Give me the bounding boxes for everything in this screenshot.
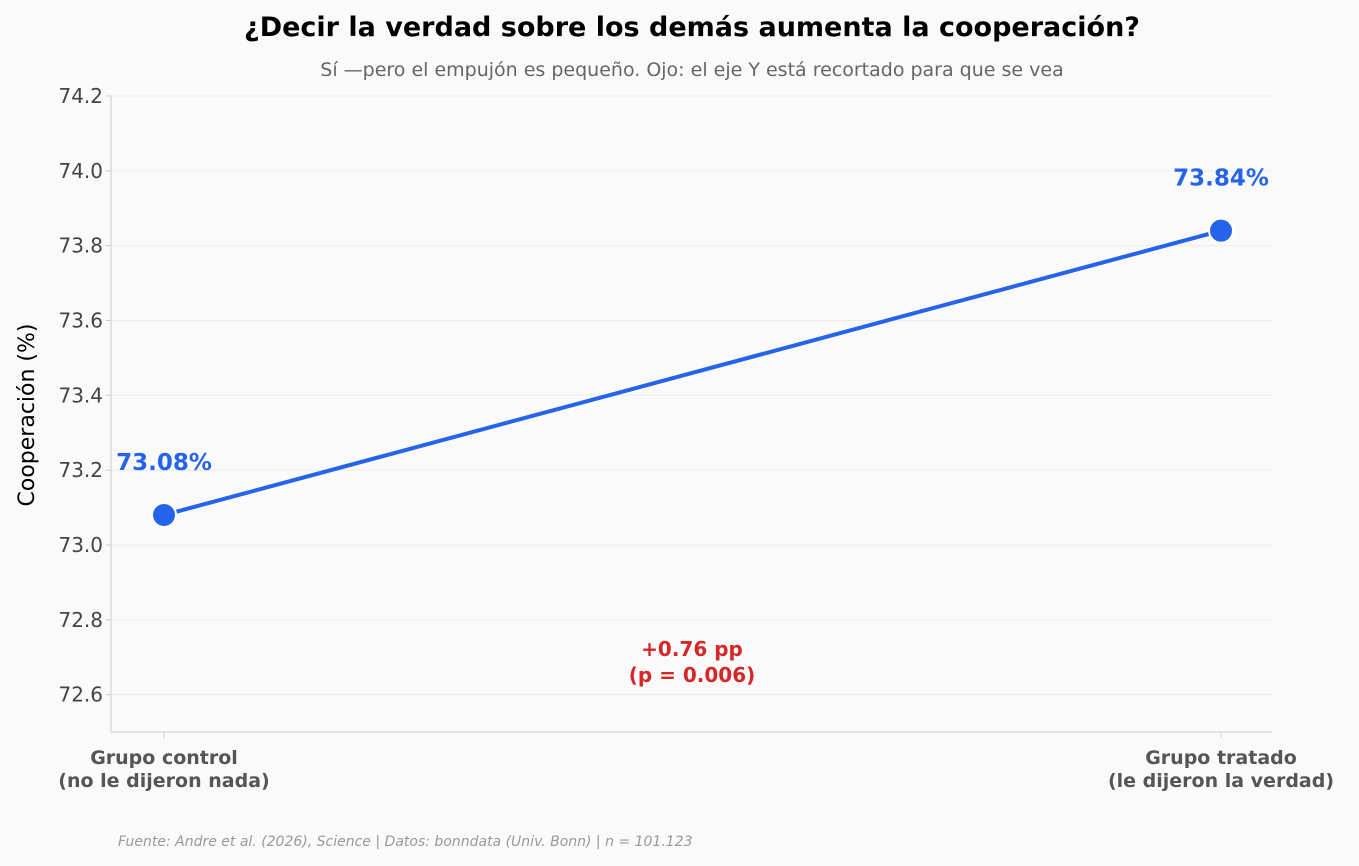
y-tick-label: 74.0: [58, 159, 103, 183]
source-footnote: Fuente: Andre et al. (2026), Science | D…: [118, 834, 693, 850]
grid-lines: [111, 95, 1272, 696]
y-tick-label: 72.8: [58, 608, 103, 632]
annotation-difference: +0.76 pp: [641, 637, 743, 661]
x-tick-sublabel: (le dijeron la verdad): [1108, 770, 1334, 792]
series-cooperacion: 73.08% 73.84%: [116, 166, 1269, 529]
y-tick-label: 74.2: [58, 84, 103, 108]
y-tick-labels: 72.6 72.8 73.0 73.2 73.4 73.6 73.8 74.0 74.2: [58, 84, 111, 707]
x-tick-sublabel: (no le dijeron nada): [58, 770, 269, 792]
data-label: 73.84%: [1173, 166, 1269, 192]
y-tick-label: 73.4: [58, 383, 103, 407]
y-tick-label: 73.2: [58, 458, 103, 482]
data-point: [151, 502, 177, 529]
y-tick-label: 73.8: [58, 234, 103, 258]
series-line: [162, 228, 1223, 518]
chart-subtitle: Sí —pero el empujón es pequeño. Ojo: el …: [320, 59, 1064, 81]
x-tick-label: Grupo control: [90, 747, 238, 769]
annotation-p-value: (p = 0.006): [629, 663, 756, 687]
y-tick-label: 73.0: [58, 533, 103, 557]
y-axis-label: Cooperación (%): [15, 324, 40, 507]
x-tick-labels: Grupo control(no le dijeron nada) Grupo t…: [58, 732, 1334, 792]
x-tick-label: Grupo tratado: [1145, 747, 1297, 769]
y-tick-label: 72.6: [58, 683, 103, 707]
chart-title: ¿Decir la verdad sobre los demás aumenta…: [244, 12, 1140, 43]
data-label: 73.08%: [116, 450, 212, 476]
data-point: [1208, 217, 1234, 244]
y-tick-label: 73.6: [58, 308, 103, 332]
